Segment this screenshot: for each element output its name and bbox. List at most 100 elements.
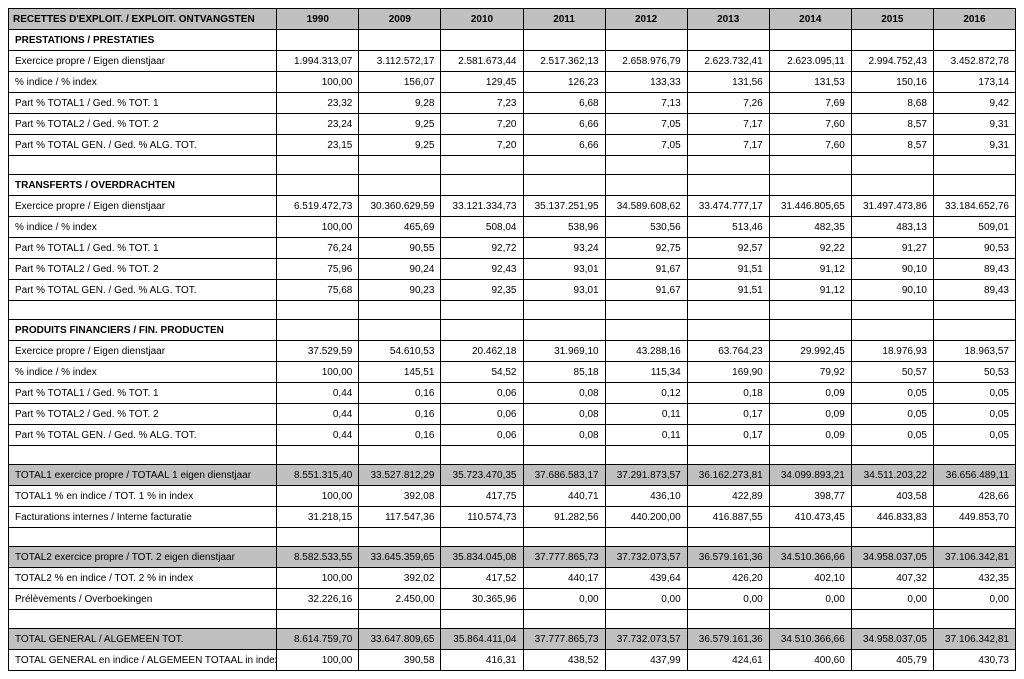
data-cell: 93,01 bbox=[523, 280, 605, 301]
table-row bbox=[9, 446, 1016, 465]
data-cell: 0,05 bbox=[851, 404, 933, 425]
data-cell: 34.958.037,05 bbox=[851, 629, 933, 650]
data-cell bbox=[851, 320, 933, 341]
blank-cell bbox=[687, 156, 769, 175]
data-cell: 398,77 bbox=[769, 486, 851, 507]
data-cell: 0,08 bbox=[523, 383, 605, 404]
data-cell: 403,58 bbox=[851, 486, 933, 507]
header-title: RECETTES D'EXPLOIT. / EXPLOIT. ONTVANGST… bbox=[9, 9, 277, 30]
blank-cell bbox=[359, 156, 441, 175]
data-cell: 0,11 bbox=[605, 425, 687, 446]
blank-cell bbox=[359, 301, 441, 320]
header-year: 2015 bbox=[851, 9, 933, 30]
data-cell: 31.446.805,65 bbox=[769, 196, 851, 217]
blank-cell bbox=[359, 528, 441, 547]
data-cell: 75,96 bbox=[277, 259, 359, 280]
row-label: Exercice propre / Eigen dienstjaar bbox=[9, 51, 277, 72]
data-cell bbox=[605, 320, 687, 341]
data-cell: 2.581.673,44 bbox=[441, 51, 523, 72]
data-cell: 0,06 bbox=[441, 404, 523, 425]
data-cell: 92,35 bbox=[441, 280, 523, 301]
row-label: Part % TOTAL2 / Ged. % TOT. 2 bbox=[9, 404, 277, 425]
blank-cell bbox=[933, 301, 1015, 320]
data-cell: 0,00 bbox=[605, 589, 687, 610]
row-label: PRESTATIONS / PRESTATIES bbox=[9, 30, 277, 51]
data-cell: 91.282,56 bbox=[523, 507, 605, 528]
blank-cell bbox=[851, 528, 933, 547]
data-cell: 150,16 bbox=[851, 72, 933, 93]
data-cell: 0,06 bbox=[441, 383, 523, 404]
table-row: % indice / % index100,00145,5154,5285,18… bbox=[9, 362, 1016, 383]
data-cell: 79,92 bbox=[769, 362, 851, 383]
data-cell: 439,64 bbox=[605, 568, 687, 589]
data-cell: 0,09 bbox=[769, 425, 851, 446]
data-cell: 50,57 bbox=[851, 362, 933, 383]
blank-cell bbox=[277, 446, 359, 465]
data-cell: 446.833,83 bbox=[851, 507, 933, 528]
data-cell: 90,24 bbox=[359, 259, 441, 280]
data-cell: 43.288,16 bbox=[605, 341, 687, 362]
data-cell: 0,17 bbox=[687, 404, 769, 425]
data-cell bbox=[769, 30, 851, 51]
data-cell: 392,02 bbox=[359, 568, 441, 589]
blank-cell bbox=[769, 446, 851, 465]
data-cell: 31.218,15 bbox=[277, 507, 359, 528]
data-cell: 37.291.873,57 bbox=[605, 465, 687, 486]
data-cell: 7,05 bbox=[605, 135, 687, 156]
data-cell: 513,46 bbox=[687, 217, 769, 238]
data-cell: 7,17 bbox=[687, 114, 769, 135]
data-cell: 90,53 bbox=[933, 238, 1015, 259]
table-row: Part % TOTAL GEN. / Ged. % ALG. TOT.75,6… bbox=[9, 280, 1016, 301]
table-row: TOTAL2 exercice propre / TOT. 2 eigen di… bbox=[9, 547, 1016, 568]
data-cell: 424,61 bbox=[687, 650, 769, 671]
data-cell: 0,05 bbox=[933, 383, 1015, 404]
blank-cell bbox=[769, 610, 851, 629]
blank-cell bbox=[851, 446, 933, 465]
data-cell: 0,05 bbox=[933, 425, 1015, 446]
header-year: 2014 bbox=[769, 9, 851, 30]
blank-label-cell bbox=[9, 528, 277, 547]
blank-cell bbox=[441, 156, 523, 175]
table-row: Facturations internes / Interne facturat… bbox=[9, 507, 1016, 528]
data-cell: 91,51 bbox=[687, 259, 769, 280]
data-cell: 0,05 bbox=[851, 425, 933, 446]
blank-cell bbox=[441, 528, 523, 547]
data-cell: 34.511.203,22 bbox=[851, 465, 933, 486]
table-row: TRANSFERTS / OVERDRACHTEN bbox=[9, 175, 1016, 196]
data-cell bbox=[687, 30, 769, 51]
data-cell: 37.777.865,73 bbox=[523, 547, 605, 568]
data-cell: 91,12 bbox=[769, 259, 851, 280]
data-cell bbox=[277, 175, 359, 196]
blank-cell bbox=[605, 446, 687, 465]
blank-cell bbox=[933, 156, 1015, 175]
data-cell: 0,00 bbox=[851, 589, 933, 610]
blank-cell bbox=[523, 528, 605, 547]
data-cell: 91,67 bbox=[605, 280, 687, 301]
data-cell: 93,24 bbox=[523, 238, 605, 259]
data-cell: 34.099.893,21 bbox=[769, 465, 851, 486]
table-row: Part % TOTAL GEN. / Ged. % ALG. TOT.0,44… bbox=[9, 425, 1016, 446]
blank-cell bbox=[933, 610, 1015, 629]
data-cell: 432,35 bbox=[933, 568, 1015, 589]
data-cell: 390,58 bbox=[359, 650, 441, 671]
data-cell: 436,10 bbox=[605, 486, 687, 507]
data-cell: 33.474.777,17 bbox=[687, 196, 769, 217]
data-cell: 90,10 bbox=[851, 280, 933, 301]
table-row: PRESTATIONS / PRESTATIES bbox=[9, 30, 1016, 51]
table-row: Part % TOTAL2 / Ged. % TOT. 20,440,160,0… bbox=[9, 404, 1016, 425]
data-cell: 0,16 bbox=[359, 425, 441, 446]
data-cell bbox=[359, 30, 441, 51]
blank-cell bbox=[277, 301, 359, 320]
data-cell: 0,44 bbox=[277, 383, 359, 404]
data-cell bbox=[933, 320, 1015, 341]
data-cell: 0,05 bbox=[851, 383, 933, 404]
table-row: TOTAL1 % en indice / TOT. 1 % in index10… bbox=[9, 486, 1016, 507]
data-cell: 1.994.313,07 bbox=[277, 51, 359, 72]
table-row: TOTAL GENERAL / ALGEMEEN TOT.8.614.759,7… bbox=[9, 629, 1016, 650]
data-cell: 36.579.161,36 bbox=[687, 547, 769, 568]
table-row: % indice / % index100,00156,07129,45126,… bbox=[9, 72, 1016, 93]
data-cell: 417,52 bbox=[441, 568, 523, 589]
data-cell: 482,35 bbox=[769, 217, 851, 238]
data-cell: 37.106.342,81 bbox=[933, 547, 1015, 568]
table-row: Part % TOTAL2 / Ged. % TOT. 275,9690,249… bbox=[9, 259, 1016, 280]
